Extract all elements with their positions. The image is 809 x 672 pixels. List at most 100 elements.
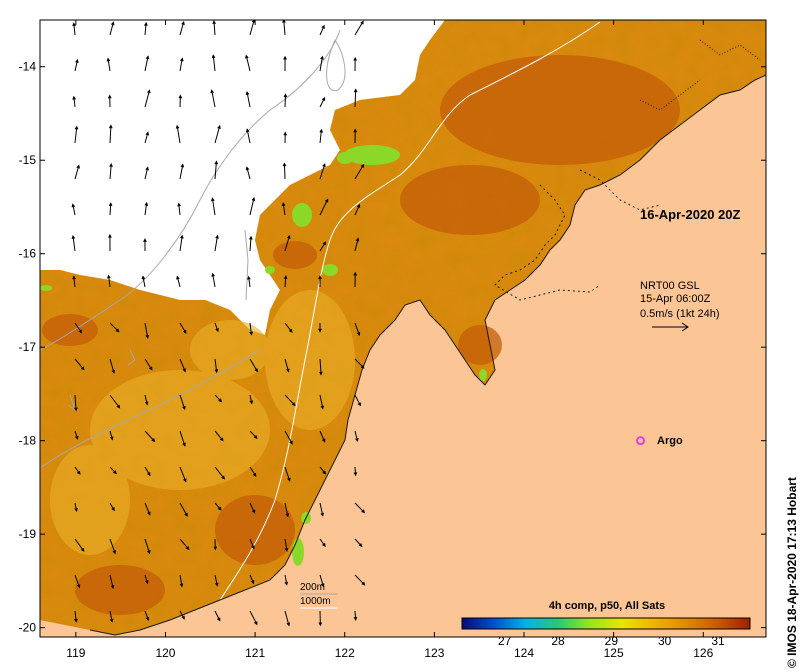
colorbar-tick-label: 30 (658, 634, 672, 648)
current-arrow (284, 466, 291, 482)
current-arrow (144, 502, 151, 516)
map-frame (39, 19, 767, 638)
colorbar-tick-label: 29 (605, 634, 619, 648)
current-arrow (318, 322, 322, 333)
current-arrow (249, 235, 253, 252)
current-arrow (354, 502, 366, 514)
current-arrow (144, 574, 149, 585)
current-arrow (319, 574, 325, 588)
current-arrow (109, 574, 115, 590)
y-tick-label: -19 (19, 527, 37, 541)
scale-arrow-label: 0.5m/s (1kt 24h) (640, 308, 719, 320)
current-arrow (283, 93, 288, 108)
current-arrow (74, 322, 83, 334)
current-arrow (249, 466, 257, 477)
current-arrow (284, 574, 289, 586)
current-arrow (213, 538, 218, 551)
current-arrow (109, 538, 116, 555)
current-arrow (109, 430, 114, 441)
current-arrow (354, 163, 365, 180)
current-arrow (74, 574, 81, 589)
current-arrow (179, 394, 186, 411)
current-arrow (144, 322, 150, 339)
current-arrow (144, 538, 151, 555)
current-arrow (247, 275, 251, 288)
contour-200m-label: 200m (300, 582, 325, 593)
current-arrow (353, 610, 358, 621)
current-arrow (109, 322, 120, 333)
current-arrow (74, 394, 78, 412)
current-arrow (354, 574, 366, 586)
colorbar-ramp (461, 617, 751, 630)
current-arrow (179, 21, 185, 36)
current-arrow (249, 538, 255, 550)
bathymetry-contours (40, 21, 601, 601)
current-arrow (284, 394, 296, 407)
current-arrow (353, 466, 358, 477)
current-arrow (283, 275, 288, 288)
contour-1000m-label: 1000m (300, 596, 331, 607)
current-arrow (74, 125, 79, 144)
current-arrow (249, 394, 254, 405)
current-arrow (177, 202, 181, 216)
current-arrow (353, 128, 357, 144)
map-area (40, 20, 766, 637)
current-arrow (109, 466, 117, 475)
x-tick-label: 122 (335, 646, 355, 660)
current-arrow (211, 197, 216, 216)
current-arrow (106, 57, 111, 72)
current-arrow (108, 202, 113, 216)
x-tick-label: 126 (693, 646, 713, 660)
current-arrow (144, 55, 150, 72)
current-arrow (74, 502, 78, 512)
current-arrow (319, 198, 329, 216)
current-arrow (353, 56, 357, 72)
current-arrow (284, 538, 289, 552)
current-arrow (249, 20, 256, 36)
argo-marker (636, 436, 646, 446)
current-vectors (71, 20, 366, 627)
x-tick-label: 125 (604, 646, 624, 660)
current-arrow (249, 196, 256, 216)
current-arrow (245, 166, 251, 180)
y-tick-label: -17 (19, 340, 37, 354)
current-arrow (319, 24, 325, 36)
x-tick-label: 121 (245, 646, 265, 660)
y-tick-label: -18 (19, 434, 37, 448)
current-arrow (144, 610, 150, 621)
current-arrow (354, 322, 361, 336)
current-arrow (284, 430, 293, 445)
current-arrow (319, 128, 324, 144)
current-arrow (144, 166, 149, 180)
current-arrow (144, 358, 153, 371)
current-arrow (354, 203, 361, 216)
current-arrow (74, 538, 85, 552)
coastline (89, 39, 766, 636)
current-arrow (179, 502, 188, 517)
current-arrow (249, 610, 258, 626)
current-arrow (109, 162, 113, 180)
current-arrow (144, 466, 151, 477)
current-arrow (109, 21, 115, 36)
no-data-region (40, 20, 445, 335)
current-arrow (354, 20, 364, 36)
current-arrow (214, 394, 223, 403)
current-arrow (74, 466, 81, 475)
current-arrow (144, 430, 156, 443)
current-arrow (178, 94, 183, 108)
current-arrow (74, 430, 79, 440)
current-arrow (179, 322, 187, 334)
current-arrow (245, 128, 251, 144)
current-arrow (109, 502, 115, 512)
current-arrow (74, 58, 79, 72)
current-arrow (179, 466, 187, 483)
x-tick-label: 123 (424, 646, 444, 660)
current-arrow (179, 57, 184, 72)
current-arrow (108, 233, 112, 252)
current-arrow (283, 55, 287, 72)
current-arrow (319, 538, 326, 547)
current-arrow (107, 274, 111, 288)
current-arrow (354, 358, 365, 369)
current-arrow (72, 95, 76, 108)
current-arrow (212, 20, 216, 36)
